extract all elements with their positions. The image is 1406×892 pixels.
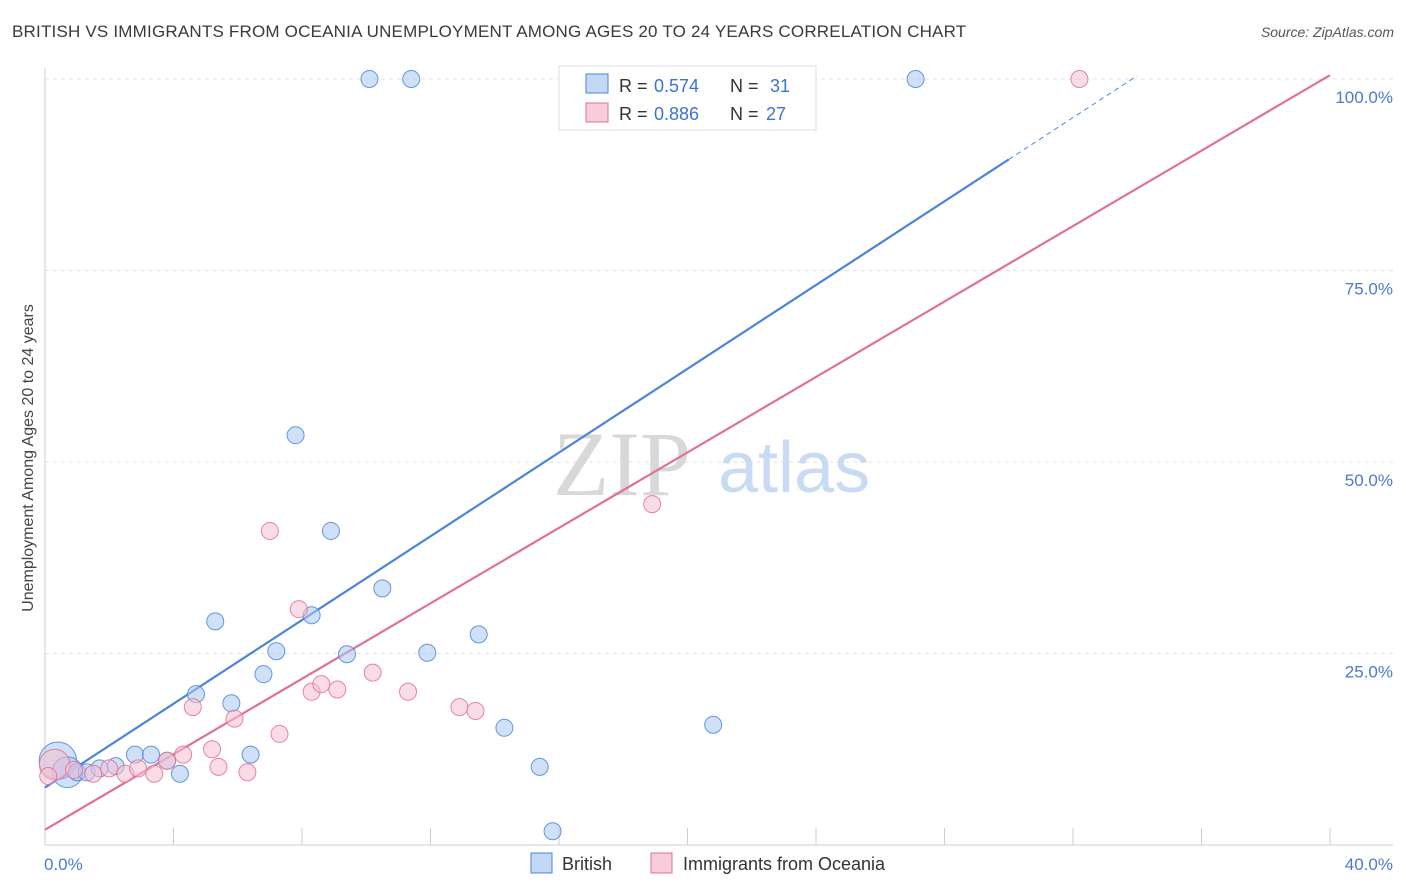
point-british-23: [418, 643, 437, 662]
point-british-20: [360, 70, 379, 88]
point-british-11: [206, 612, 225, 631]
chart-title: BRITISH VS IMMIGRANTS FROM OCEANIA UNEMP…: [12, 22, 967, 41]
y-tick-label-1: 50.0%: [1345, 471, 1393, 490]
legend-swatch-oceania: [585, 102, 609, 123]
point-british-19: [337, 645, 356, 664]
point-oceania-2: [84, 764, 103, 783]
point-british-7: [142, 745, 161, 764]
legend-n-label-oceania: N =: [730, 104, 759, 124]
point-oceania-7: [158, 751, 177, 770]
point-british-21: [373, 579, 392, 598]
y-tick-label-2: 75.0%: [1345, 280, 1393, 299]
point-oceania-14: [260, 521, 279, 540]
legend-r-label-british: R =: [619, 76, 648, 96]
point-oceania-8: [174, 745, 193, 764]
point-oceania-12: [225, 709, 244, 728]
gridlines: [45, 78, 1393, 654]
trend-lines: [44, 74, 1331, 831]
point-british-12: [222, 694, 241, 713]
point-british-27: [543, 822, 562, 841]
watermark-atlas: atlas: [718, 428, 870, 508]
point-oceania-15: [270, 724, 289, 743]
legend-r-value-british: 0.574: [654, 76, 699, 96]
point-oceania-23: [466, 701, 485, 720]
trend-line-extension-0: [1008, 75, 1138, 160]
point-oceania-19: [328, 680, 347, 699]
point-oceania-20: [363, 663, 382, 682]
point-oceania-16: [289, 600, 308, 619]
y-tick-label-0: 25.0%: [1345, 663, 1393, 682]
point-oceania-9: [183, 698, 202, 717]
point-british-24: [469, 625, 488, 644]
legend-swatch-british: [585, 73, 609, 94]
point-oceania-25: [1070, 70, 1089, 88]
trend-line-1: [44, 74, 1331, 831]
source-label: Source: ZipAtlas.com: [1260, 24, 1394, 40]
point-british-30: [906, 70, 925, 88]
point-oceania-5: [129, 759, 148, 778]
point-british-15: [267, 642, 286, 661]
point-oceania-13: [238, 763, 257, 782]
scatter-points: [38, 70, 1089, 841]
point-british-29: [704, 715, 723, 734]
point-oceania-11: [209, 757, 228, 776]
point-british-26: [530, 757, 549, 776]
point-oceania-22: [450, 698, 469, 717]
x-tick-label-max: 40.0%: [1345, 855, 1393, 874]
point-british-16: [286, 426, 305, 445]
legend: R = 0.574 N = 31 R = 0.886 N = 27: [558, 65, 817, 131]
y-tick-labels: 25.0% 50.0% 75.0% 100.0%: [1335, 88, 1393, 682]
bottom-legend-swatch-oceania: [650, 852, 673, 874]
point-british-22: [402, 70, 421, 88]
point-oceania-24: [643, 495, 662, 514]
trend-line-0: [44, 158, 1010, 789]
point-british-13: [241, 745, 260, 764]
watermark: ZIP atlas: [553, 413, 870, 515]
legend-r-value-oceania: 0.886: [654, 104, 699, 124]
point-british-14: [254, 665, 273, 684]
point-british-25: [495, 718, 514, 737]
y-tick-label-3: 100.0%: [1335, 88, 1393, 107]
point-british-18: [321, 521, 340, 540]
watermark-zip: ZIP: [553, 413, 691, 515]
bottom-legend-label-british: British: [562, 854, 612, 874]
x-tick-label-min: 0.0%: [44, 855, 83, 874]
y-axis-label: Unemployment Among Ages 20 to 24 years: [20, 304, 37, 612]
legend-r-label-oceania: R =: [619, 104, 648, 124]
legend-n-value-oceania: 27: [766, 104, 786, 124]
point-oceania-3: [100, 759, 119, 778]
legend-n-value-british: 31: [770, 76, 790, 96]
point-oceania-26: [39, 767, 58, 786]
point-oceania-1: [64, 760, 83, 779]
point-oceania-18: [312, 675, 331, 694]
point-oceania-10: [203, 740, 222, 759]
point-oceania-21: [399, 682, 418, 701]
point-british-9: [170, 764, 189, 783]
bottom-legend-label-oceania: Immigrants from Oceania: [683, 854, 886, 874]
bottom-legend: British Immigrants from Oceania: [530, 852, 886, 874]
legend-n-label-british: N =: [730, 76, 759, 96]
bottom-legend-swatch-british: [530, 852, 553, 874]
point-oceania-6: [145, 764, 164, 783]
